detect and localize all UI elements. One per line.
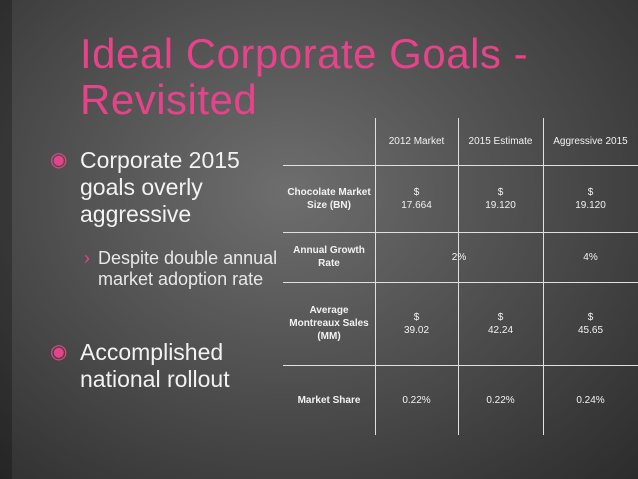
row-line xyxy=(283,232,638,233)
data-cell: $ 19.120 xyxy=(575,186,606,211)
header-cell: 2015 Estimate xyxy=(468,136,533,147)
data-cell: 4% xyxy=(583,251,598,263)
column-line xyxy=(543,118,544,435)
row-label: Chocolate Market Size (BN) xyxy=(287,186,371,211)
column-line xyxy=(458,118,459,435)
data-cell: 2% xyxy=(451,251,467,263)
data-cell: $ 39.02 xyxy=(403,311,430,336)
bullet-glyph: ◉ xyxy=(50,149,68,171)
bullet-glyph: ◉ xyxy=(50,341,68,363)
title: Ideal Corporate Goals - xyxy=(80,30,529,77)
data-cell: 0.22% xyxy=(486,394,515,406)
row-line xyxy=(283,282,638,283)
header-cell: 2012 Market xyxy=(388,136,445,147)
data-cell: $ 19.120 xyxy=(485,186,516,211)
data-cell: $ 45.65 xyxy=(577,311,604,336)
data-cell: $ 17.664 xyxy=(401,186,432,211)
side-strip xyxy=(0,0,12,479)
row-label: Market Share xyxy=(297,394,361,406)
data-cell: 0.22% xyxy=(402,394,431,406)
sub-bullet: Despite double annual market adoption ra… xyxy=(98,248,278,289)
sub-bullet-glyph: › xyxy=(84,248,90,268)
row-label: Average Montreaux Sales (MM) xyxy=(289,305,369,342)
row-line xyxy=(283,165,638,166)
data-cell: 0.24% xyxy=(576,394,605,406)
header-cell: Aggressive 2015 xyxy=(553,136,628,147)
data-cell: $ 42.24 xyxy=(487,311,514,336)
bullet: Accomplished national rollout xyxy=(80,339,230,392)
column-line xyxy=(375,118,376,435)
bullet: Corporate 2015 goals overly aggressive xyxy=(80,147,240,227)
row-line xyxy=(283,365,638,366)
title: Revisited xyxy=(80,76,258,123)
row-label: Annual Growth Rate xyxy=(293,245,365,269)
